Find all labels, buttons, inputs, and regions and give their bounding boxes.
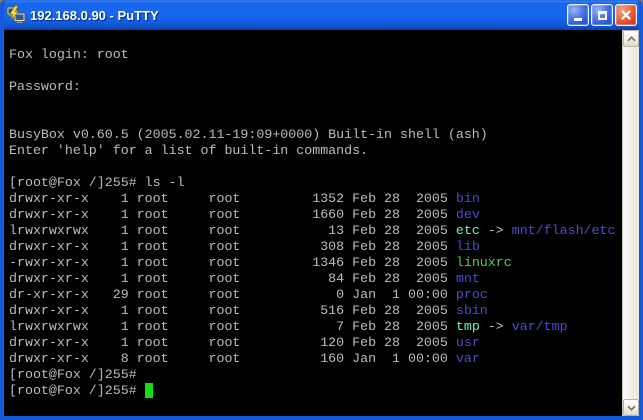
- terminal-text: ->: [479, 319, 512, 334]
- title-bar[interactable]: 192.168.0.90 - PuTTY: [4, 0, 639, 30]
- terminal-line: drwxr-xr-x 1 root root 516 Feb 28 2005 s…: [9, 303, 622, 319]
- chevron-up-icon: [626, 35, 636, 41]
- terminal-line: lrwxrwxrwx 1 root root 13 Feb 28 2005 et…: [9, 223, 622, 239]
- terminal-text: etc: [455, 223, 480, 238]
- terminal-line: [root@Fox /]255#: [9, 367, 622, 383]
- minimize-button[interactable]: [567, 4, 589, 26]
- terminal-line: [9, 159, 622, 175]
- terminal-line: drwxr-xr-x 8 root root 160 Jan 1 00:00 v…: [9, 351, 622, 367]
- terminal-text: mnt/flash/etc: [511, 223, 616, 238]
- close-icon: [621, 10, 631, 20]
- terminal-text: ->: [479, 223, 512, 238]
- terminal-line: drwxr-xr-x 1 root root 84 Feb 28 2005 mn…: [9, 271, 622, 287]
- terminal-line: drwxr-xr-x 1 root root 1660 Feb 28 2005 …: [9, 207, 622, 223]
- terminal-text: drwxr-xr-x 1 root root 516 Feb 28 2005: [9, 303, 456, 318]
- terminal-screen[interactable]: Fox login: root Password: BusyBox v0.60.5 …: [4, 30, 622, 416]
- terminal-text: dr-xr-xr-x 29 root root 0 Jan 1 00:00: [9, 287, 456, 302]
- terminal-line: Enter 'help' for a list of built-in comm…: [9, 143, 622, 159]
- terminal-line: BusyBox v0.60.5 (2005.02.11-19:09+0000) …: [9, 127, 622, 143]
- terminal-text: drwxr-xr-x 8 root root 160 Jan 1 00:00: [9, 351, 456, 366]
- terminal-line: drwxr-xr-x 1 root root 120 Feb 28 2005 u…: [9, 335, 622, 351]
- terminal-text: -rwxr-xr-x 1 root root 1346 Feb 28 2005: [9, 255, 456, 270]
- terminal-text: lrwxrwxrwx 1 root root 7 Feb 28 2005: [9, 319, 456, 334]
- terminal-cursor: [144, 383, 153, 398]
- terminal-line: [root@Fox /]255# ls -l: [9, 175, 622, 191]
- terminal-text: var/tmp: [511, 319, 568, 334]
- window-controls: [567, 4, 637, 26]
- terminal-text: drwxr-xr-x 1 root root 1660 Feb 28 2005: [9, 207, 456, 222]
- terminal-text: usr: [455, 335, 480, 350]
- scroll-down-button[interactable]: [623, 399, 639, 416]
- minimize-icon: [574, 18, 582, 21]
- chevron-down-icon: [626, 405, 636, 411]
- putty-icon[interactable]: [6, 5, 26, 25]
- terminal-line: Password:: [9, 79, 622, 95]
- terminal-text: drwxr-xr-x 1 root root 1352 Feb 28 2005: [9, 191, 456, 206]
- terminal-text: mnt: [455, 271, 480, 286]
- terminal-line: [root@Fox /]255#: [9, 383, 622, 399]
- terminal-text: sbin: [455, 303, 488, 318]
- terminal-line: drwxr-xr-x 1 root root 308 Feb 28 2005 l…: [9, 239, 622, 255]
- terminal-text: bin: [455, 191, 480, 206]
- terminal-line: -rwxr-xr-x 1 root root 1346 Feb 28 2005 …: [9, 255, 622, 271]
- terminal-text: [root@Fox /]255#: [9, 383, 145, 398]
- terminal-text: drwxr-xr-x 1 root root 308 Feb 28 2005: [9, 239, 456, 254]
- scroll-up-button[interactable]: [623, 30, 639, 47]
- terminal-text: tmp: [455, 319, 480, 334]
- terminal-line: lrwxrwxrwx 1 root root 7 Feb 28 2005 tmp…: [9, 319, 622, 335]
- terminal-text: var: [455, 351, 480, 366]
- terminal-line: drwxr-xr-x 1 root root 1352 Feb 28 2005 …: [9, 191, 622, 207]
- terminal-line: [9, 63, 622, 79]
- terminal-body: Fox login: root Password: BusyBox v0.60.5 …: [4, 30, 639, 416]
- terminal-text: Fox login: root: [9, 47, 129, 62]
- maximize-button[interactable]: [591, 4, 613, 26]
- close-button[interactable]: [615, 4, 637, 26]
- scrollbar-track[interactable]: [623, 47, 639, 399]
- terminal-text: Enter 'help' for a list of built-in comm…: [9, 143, 369, 158]
- terminal-text: linuxrc: [455, 255, 512, 270]
- terminal-line: Fox login: root: [9, 47, 622, 63]
- terminal-text: [root@Fox /]255#: [9, 367, 137, 382]
- terminal-text: [root@Fox /]255# ls -l: [9, 175, 185, 190]
- scrollbar[interactable]: [622, 30, 639, 416]
- terminal-line: [9, 95, 622, 111]
- terminal-text: lib: [455, 239, 480, 254]
- maximize-icon: [597, 10, 607, 20]
- terminal-text: BusyBox v0.60.5 (2005.02.11-19:09+0000) …: [9, 127, 488, 142]
- terminal-line: dr-xr-xr-x 29 root root 0 Jan 1 00:00 pr…: [9, 287, 622, 303]
- terminal-text: dev: [455, 207, 480, 222]
- terminal-text: lrwxrwxrwx 1 root root 13 Feb 28 2005: [9, 223, 456, 238]
- terminal-text: proc: [455, 287, 488, 302]
- terminal-text: Password:: [9, 79, 81, 94]
- terminal-line: [9, 111, 622, 127]
- terminal-text: drwxr-xr-x 1 root root 84 Feb 28 2005: [9, 271, 456, 286]
- terminal-text: drwxr-xr-x 1 root root 120 Feb 28 2005: [9, 335, 456, 350]
- window-title: 192.168.0.90 - PuTTY: [30, 7, 159, 23]
